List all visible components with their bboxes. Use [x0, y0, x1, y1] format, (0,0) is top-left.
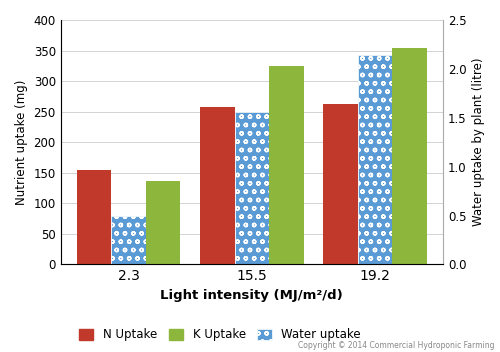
- Y-axis label: Nutrient uptake (mg): Nutrient uptake (mg): [15, 80, 28, 205]
- Text: Copyright © 2014 Commercial Hydroponic Farming: Copyright © 2014 Commercial Hydroponic F…: [298, 341, 495, 350]
- Bar: [111, 215, 146, 264]
- Bar: [324, 104, 358, 264]
- Bar: [269, 66, 304, 264]
- Bar: [358, 55, 392, 264]
- Legend: N Uptake, K Uptake, Water uptake: N Uptake, K Uptake, Water uptake: [74, 323, 366, 346]
- Y-axis label: Water uptake by plant (litre): Water uptake by plant (litre): [472, 58, 485, 226]
- Bar: [234, 112, 269, 264]
- Bar: [392, 48, 427, 264]
- Bar: [200, 107, 234, 264]
- Bar: [146, 181, 180, 264]
- Bar: [76, 170, 111, 264]
- X-axis label: Light intensity (MJ/m²/d): Light intensity (MJ/m²/d): [160, 289, 343, 302]
